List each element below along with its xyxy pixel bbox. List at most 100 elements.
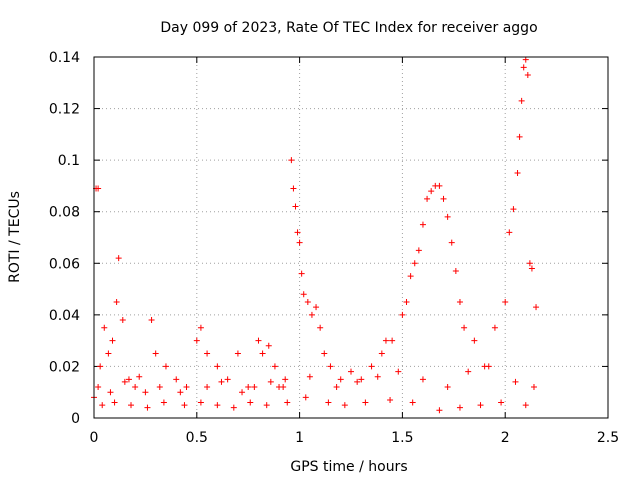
data-point bbox=[510, 206, 517, 213]
data-point bbox=[267, 378, 274, 385]
data-point bbox=[97, 363, 104, 370]
data-point bbox=[424, 195, 431, 202]
data-point bbox=[247, 399, 254, 406]
data-point bbox=[522, 56, 529, 63]
y-tick-label: 0.12 bbox=[49, 102, 80, 118]
data-point bbox=[358, 376, 365, 383]
data-point bbox=[230, 404, 237, 411]
data-point bbox=[444, 213, 451, 220]
y-tick-label: 0.02 bbox=[49, 359, 80, 375]
data-point bbox=[183, 384, 190, 391]
data-point bbox=[399, 311, 406, 318]
data-point bbox=[121, 378, 128, 385]
data-point bbox=[193, 337, 200, 344]
x-tick-label: 0.5 bbox=[186, 430, 208, 446]
data-point bbox=[436, 182, 443, 189]
y-tick-label: 0.1 bbox=[58, 153, 80, 169]
data-point bbox=[498, 399, 505, 406]
data-point bbox=[204, 350, 211, 357]
data-point bbox=[395, 368, 402, 375]
data-point bbox=[302, 394, 309, 401]
data-point bbox=[456, 298, 463, 305]
data-point bbox=[197, 399, 204, 406]
data-point bbox=[374, 373, 381, 380]
data-point bbox=[173, 376, 180, 383]
data-point bbox=[448, 239, 455, 246]
data-point bbox=[136, 373, 143, 380]
data-point bbox=[109, 337, 116, 344]
data-point bbox=[477, 402, 484, 409]
data-point bbox=[265, 342, 272, 349]
data-point bbox=[142, 389, 149, 396]
data-point bbox=[516, 133, 523, 140]
data-point bbox=[144, 404, 151, 411]
y-axis-label: ROTI / TECUs bbox=[7, 191, 23, 283]
data-point bbox=[224, 376, 231, 383]
data-point bbox=[95, 185, 102, 192]
plot-frame bbox=[93, 56, 609, 419]
data-point bbox=[524, 72, 531, 79]
data-point bbox=[288, 157, 295, 164]
data-point bbox=[214, 363, 221, 370]
data-point bbox=[419, 376, 426, 383]
data-point bbox=[234, 350, 241, 357]
data-point bbox=[362, 399, 369, 406]
data-point bbox=[471, 337, 478, 344]
data-point bbox=[214, 402, 221, 409]
data-point bbox=[119, 317, 126, 324]
data-point bbox=[411, 260, 418, 267]
data-point bbox=[148, 317, 155, 324]
data-point bbox=[444, 384, 451, 391]
data-point bbox=[389, 337, 396, 344]
data-point bbox=[522, 402, 529, 409]
data-point bbox=[294, 229, 301, 236]
data-point bbox=[300, 291, 307, 298]
data-point bbox=[378, 350, 385, 357]
data-point bbox=[115, 255, 122, 262]
data-point bbox=[177, 389, 184, 396]
data-point bbox=[99, 402, 106, 409]
data-point bbox=[107, 389, 114, 396]
data-point bbox=[125, 376, 132, 383]
data-point bbox=[387, 396, 394, 403]
data-point bbox=[298, 270, 305, 277]
data-point bbox=[105, 350, 112, 357]
data-point bbox=[506, 229, 513, 236]
data-point bbox=[255, 337, 262, 344]
data-point bbox=[321, 350, 328, 357]
x-tick-label: 1 bbox=[295, 430, 304, 446]
data-point bbox=[368, 363, 375, 370]
y-tick-label: 0.06 bbox=[49, 256, 80, 272]
data-point bbox=[403, 298, 410, 305]
data-point bbox=[333, 384, 340, 391]
chart-title: Day 099 of 2023, Rate Of TEC Index for r… bbox=[160, 20, 537, 36]
data-points bbox=[91, 56, 540, 414]
data-point bbox=[528, 265, 535, 272]
grid-lines bbox=[94, 57, 608, 418]
data-point bbox=[245, 384, 252, 391]
y-tick-label: 0.04 bbox=[49, 308, 80, 324]
data-point bbox=[218, 378, 225, 385]
data-point bbox=[407, 273, 414, 280]
x-tick-label: 2.5 bbox=[597, 430, 619, 446]
x-tick-label: 0 bbox=[90, 430, 99, 446]
x-tick-label: 2 bbox=[501, 430, 510, 446]
data-point bbox=[514, 170, 521, 177]
data-point bbox=[296, 239, 303, 246]
data-point bbox=[282, 376, 289, 383]
data-point bbox=[160, 399, 167, 406]
data-point bbox=[440, 195, 447, 202]
data-point bbox=[409, 399, 416, 406]
data-point bbox=[101, 324, 108, 331]
data-point bbox=[456, 404, 463, 411]
data-point bbox=[382, 337, 389, 344]
data-point bbox=[452, 268, 459, 275]
y-tick-label: 0 bbox=[71, 411, 80, 427]
data-point bbox=[280, 384, 287, 391]
x-tick-label: 1.5 bbox=[391, 430, 413, 446]
data-point bbox=[348, 368, 354, 375]
data-point bbox=[204, 384, 211, 391]
data-point bbox=[152, 350, 159, 357]
data-point bbox=[95, 384, 102, 391]
